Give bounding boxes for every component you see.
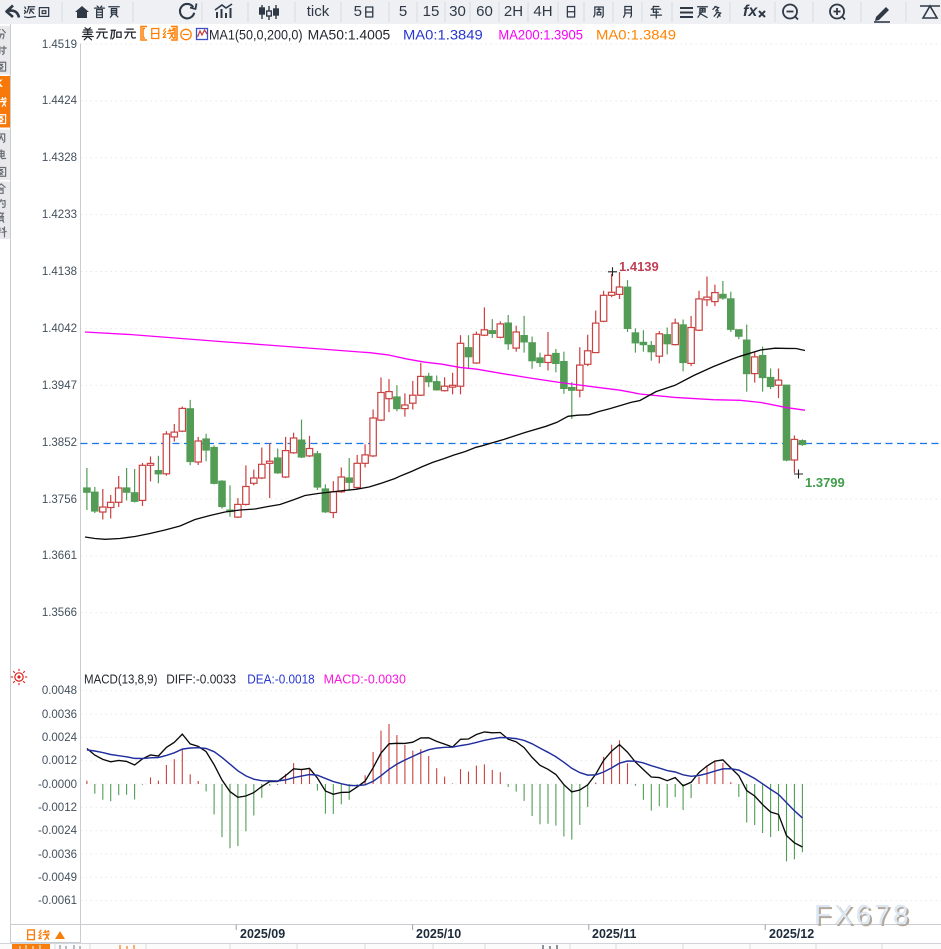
svg-text:MA0:1.3849: MA0:1.3849 <box>596 28 676 43</box>
svg-text:MA0:1.3849: MA0:1.3849 <box>403 28 483 43</box>
svg-text:DEA:-0.0018: DEA:-0.0018 <box>247 672 314 687</box>
svg-text:MACD(13,8,9): MACD(13,8,9) <box>84 672 157 687</box>
svg-text:MA1(50,0,200,0): MA1(50,0,200,0) <box>209 28 303 43</box>
svg-text:DIFF:-0.0033: DIFF:-0.0033 <box>166 672 236 687</box>
svg-text:MA200:1.3905: MA200:1.3905 <box>498 28 583 43</box>
svg-text:MA50:1.4005: MA50:1.4005 <box>308 28 391 43</box>
svg-text:MACD:-0.0030: MACD:-0.0030 <box>324 672 406 687</box>
